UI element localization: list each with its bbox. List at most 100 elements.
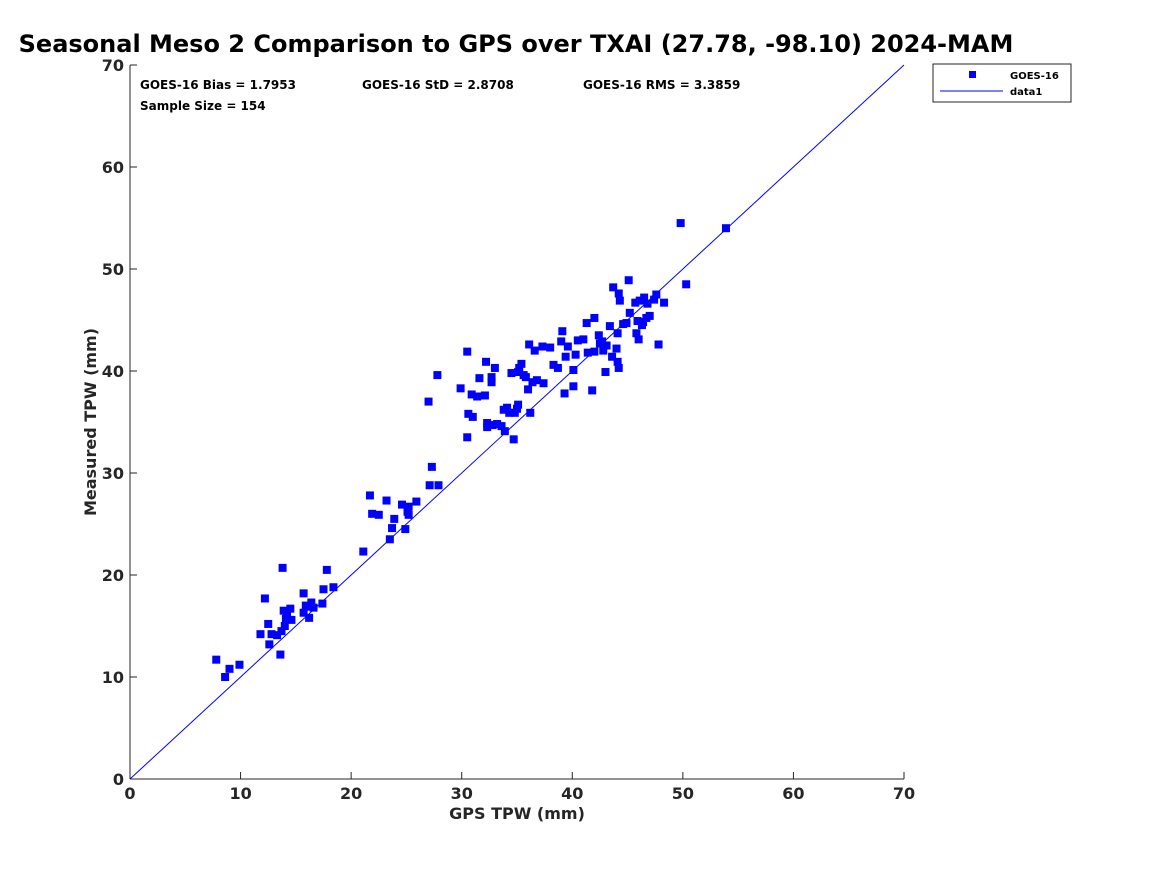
data-point-goes16 [571,350,580,359]
data-point-goes16 [503,403,512,412]
data-point-goes16 [608,352,617,361]
data-point-goes16 [434,481,443,490]
data-point-goes16 [633,317,642,326]
data-point-goes16 [286,604,295,613]
data-point-goes16 [605,322,614,331]
data-point-goes16 [475,374,484,383]
data-point-goes16 [652,290,661,299]
y-tick-label: 30 [102,464,124,483]
data-point-goes16 [464,409,473,418]
data-point-goes16 [553,363,562,372]
x-tick-label: 60 [782,784,804,803]
data-point-goes16 [507,369,516,378]
data-point-goes16 [483,419,492,428]
data-point-goes16 [480,391,489,400]
data-point-goes16 [212,655,221,664]
data-point-goes16 [505,408,514,417]
data-point-goes16 [525,340,534,349]
legend-label-goes16: GOES-16 [1010,71,1059,82]
data-point-goes16 [549,360,558,369]
data-point-goes16 [645,311,654,320]
data-point-goes16 [650,295,659,304]
data-point-goes16 [277,627,286,636]
data-point-goes16 [322,565,331,574]
stat-sample-size: Sample Size = 154 [140,99,266,113]
data-point-goes16 [546,343,555,352]
data-point-goes16 [425,481,434,490]
data-point-goes16 [528,378,537,387]
data-point-goes16 [280,622,289,630]
legend: GOES-16 data1 [932,63,1072,103]
data-point-goes16 [622,319,631,328]
data-point-goes16 [631,298,640,307]
data-point-goes16 [557,337,566,346]
data-point-goes16 [260,594,269,603]
data-point-goes16 [530,346,539,355]
x-tick-label: 0 [124,784,135,803]
data-point-goes16 [382,496,391,505]
stat-bias: GOES-16 Bias = 1.7953 [140,78,296,92]
data-point-goes16 [398,500,407,509]
data-point-goes16 [612,344,621,353]
data-point-goes16 [563,342,572,351]
data-point-goes16 [283,611,292,620]
data-point-goes16 [412,497,421,506]
y-tick-label: 70 [102,56,124,75]
series-line-data1 [129,64,905,780]
data-point-goes16 [276,650,285,659]
data-point-goes16 [368,509,377,518]
data-point-goes16 [359,547,368,556]
data-point-goes16 [221,673,230,681]
data-point-goes16 [639,318,648,327]
data-point-goes16 [404,510,413,519]
data-point-goes16 [307,598,316,607]
data-point-goes16 [635,296,644,305]
data-point-goes16 [390,514,399,523]
x-tick-label: 40 [561,784,583,803]
x-tick-label: 50 [672,784,694,803]
data-point-goes16 [490,363,499,372]
data-point-goes16 [615,296,624,305]
data-point-goes16 [487,378,496,387]
data-point-goes16 [590,313,599,322]
data-point-goes16 [517,359,526,368]
data-point-goes16 [427,462,436,471]
y-tick-label: 0 [113,770,124,789]
data-point-goes16 [463,347,472,356]
data-point-goes16 [424,397,433,406]
data-point-goes16 [264,619,273,628]
data-point-goes16 [538,342,547,351]
data-point-goes16 [599,346,608,355]
data-point-goes16 [521,373,530,382]
data-point-goes16 [588,386,597,395]
y-tick-label: 20 [102,566,124,585]
data-point-goes16 [602,341,611,350]
data-point-goes16 [301,601,310,610]
data-point-goes16 [404,502,413,511]
data-point-goes16 [634,335,643,344]
data-point-goes16 [640,293,649,302]
data-point-goes16 [510,408,519,417]
data-point-goes16 [583,348,592,357]
data-point-goes16 [309,603,318,612]
data-point-goes16 [513,404,521,413]
data-point-goes16 [643,299,652,308]
data-point-goes16 [287,615,296,624]
data-point-goes16 [682,280,691,289]
data-point-goes16 [329,583,338,592]
data-point-goes16 [613,329,622,338]
data-point-goes16 [305,613,314,622]
data-point-goes16 [267,630,276,639]
stat-std: GOES-16 StD = 2.8708 [362,78,514,92]
data-point-goes16 [561,352,570,361]
x-tick-label: 10 [229,784,251,803]
x-tick-label: 20 [340,784,362,803]
data-point-goes16 [493,420,502,429]
legend-label-data1: data1 [1010,87,1042,98]
data-point-goes16 [385,535,394,544]
data-point-goes16 [721,224,730,233]
data-point-goes16 [374,510,383,519]
data-point-goes16 [468,412,477,421]
data-point-goes16 [279,606,288,615]
data-point-goes16 [514,400,523,409]
